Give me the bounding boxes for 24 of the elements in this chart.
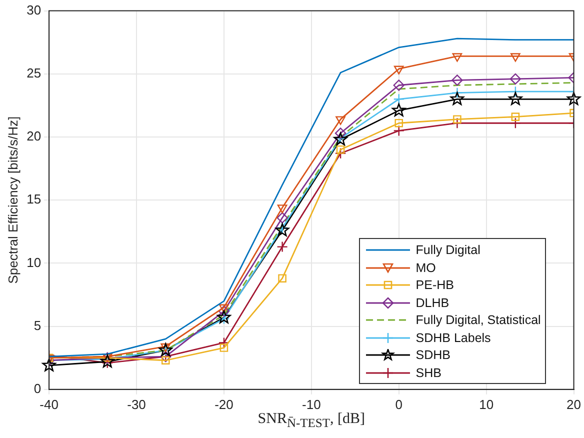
y-tick-label: 10 — [26, 254, 42, 270]
legend-label: DLHB — [416, 296, 450, 310]
legend-label: Fully Digital, Statistical — [416, 313, 541, 328]
y-tick-label: 30 — [26, 2, 42, 18]
legend-label: Fully Digital — [416, 243, 480, 258]
x-tick-label: 0 — [395, 396, 402, 412]
x-tick-label: -30 — [127, 396, 146, 412]
legend-label: MO — [416, 260, 436, 275]
legend-label: PE-HB — [416, 278, 454, 292]
y-tick-label: 0 — [34, 380, 42, 396]
legend-label: SHB — [416, 366, 442, 380]
y-tick-label: 20 — [26, 128, 42, 144]
y-tick-label: 15 — [26, 192, 42, 207]
legend-label: SDHB Labels — [416, 330, 491, 345]
x-tick-label: -10 — [302, 396, 321, 412]
y-axis-title: Spectral Efficiency [bits/s/Hz] — [5, 116, 20, 284]
legend-label: SDHB — [416, 348, 450, 362]
y-tick-label: 25 — [26, 65, 42, 80]
x-tick-label: -40 — [40, 396, 58, 412]
x-axis-title: SNR$_{N̄-TEST}$, [dB] — [256, 411, 366, 432]
y-tick-label: 5 — [34, 318, 42, 333]
x-tick-label: 20 — [566, 396, 582, 412]
x-tick-label: 10 — [479, 396, 494, 412]
x-tick-label: -20 — [214, 396, 234, 412]
